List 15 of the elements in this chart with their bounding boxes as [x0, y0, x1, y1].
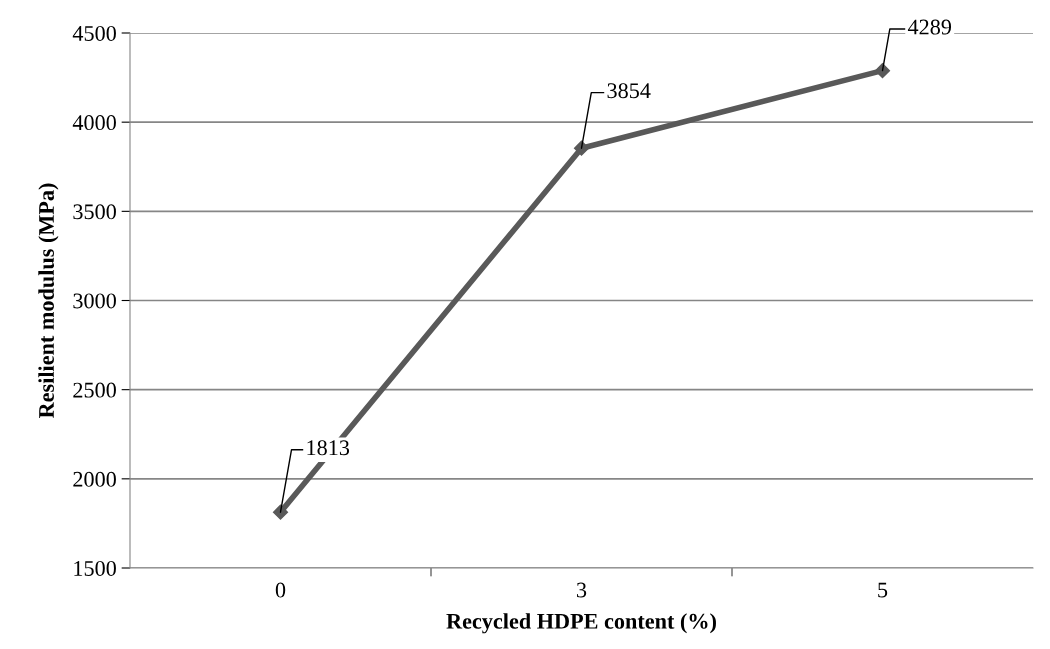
data-label: 3854 [607, 83, 651, 99]
y-tick-label: 2500 [73, 382, 116, 398]
y-tick-label: 3000 [73, 293, 116, 309]
x-tick-label: 5 [878, 582, 888, 598]
y-tick-label: 1500 [74, 560, 116, 576]
data-label: 1813 [307, 440, 350, 456]
y-tick-label: 3500 [73, 204, 116, 220]
y-axis-title: Resilient modulus (MPa) [38, 183, 59, 419]
x-tick-label: 3 [577, 582, 587, 598]
x-tick-label: 0 [275, 582, 286, 598]
y-tick-label: 4000 [72, 115, 116, 131]
data-label: 4289 [907, 19, 952, 35]
x-axis-title: Recycled HDPE content (%) [446, 613, 716, 634]
y-tick-label: 4500 [72, 25, 116, 41]
y-tick-label: 2000 [73, 471, 116, 487]
